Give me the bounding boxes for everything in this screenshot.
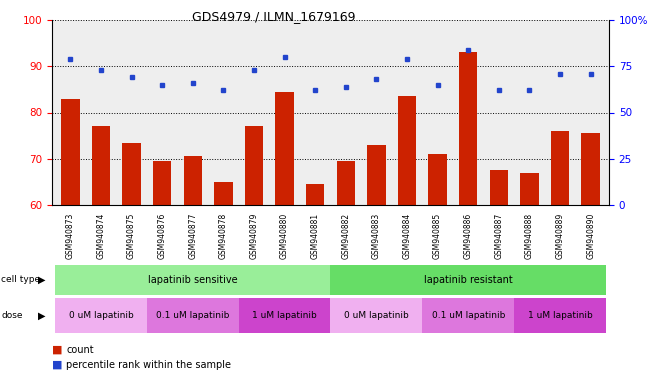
Text: 1 uM lapatinib: 1 uM lapatinib [528, 311, 592, 320]
Bar [520, 173, 538, 205]
Text: ■: ■ [52, 360, 66, 370]
Bar [581, 133, 600, 205]
Text: 1 uM lapatinib: 1 uM lapatinib [252, 311, 317, 320]
Bar [428, 154, 447, 205]
Bar [122, 142, 141, 205]
Text: percentile rank within the sample: percentile rank within the sample [66, 360, 231, 370]
Bar [92, 126, 110, 205]
Text: cell type: cell type [1, 275, 40, 285]
Text: 0.1 uM lapatinib: 0.1 uM lapatinib [156, 311, 229, 320]
Text: dose: dose [1, 311, 23, 320]
Bar [398, 96, 416, 205]
Bar [55, 298, 147, 333]
Bar [490, 170, 508, 205]
Text: GDS4979 / ILMN_1679169: GDS4979 / ILMN_1679169 [191, 10, 355, 23]
Text: ■: ■ [52, 345, 66, 355]
Bar [245, 126, 263, 205]
Bar [331, 265, 606, 295]
Bar [337, 161, 355, 205]
Bar [514, 298, 606, 333]
Text: count: count [66, 345, 94, 355]
Text: ▶: ▶ [38, 275, 46, 285]
Text: lapatinib sensitive: lapatinib sensitive [148, 275, 238, 285]
Bar [184, 156, 202, 205]
Text: 0 uM lapatinib: 0 uM lapatinib [344, 311, 409, 320]
Bar [367, 145, 385, 205]
Bar [214, 182, 232, 205]
Text: 0.1 uM lapatinib: 0.1 uM lapatinib [432, 311, 505, 320]
Bar [459, 52, 477, 205]
Bar [153, 161, 171, 205]
Text: 0 uM lapatinib: 0 uM lapatinib [68, 311, 133, 320]
Bar [551, 131, 569, 205]
Bar [55, 265, 331, 295]
Bar [306, 184, 324, 205]
Text: lapatinib resistant: lapatinib resistant [424, 275, 512, 285]
Bar [331, 298, 422, 333]
Bar [422, 298, 514, 333]
Bar [275, 92, 294, 205]
Bar [147, 298, 239, 333]
Bar [61, 99, 79, 205]
Text: ▶: ▶ [38, 311, 46, 321]
Bar [239, 298, 331, 333]
